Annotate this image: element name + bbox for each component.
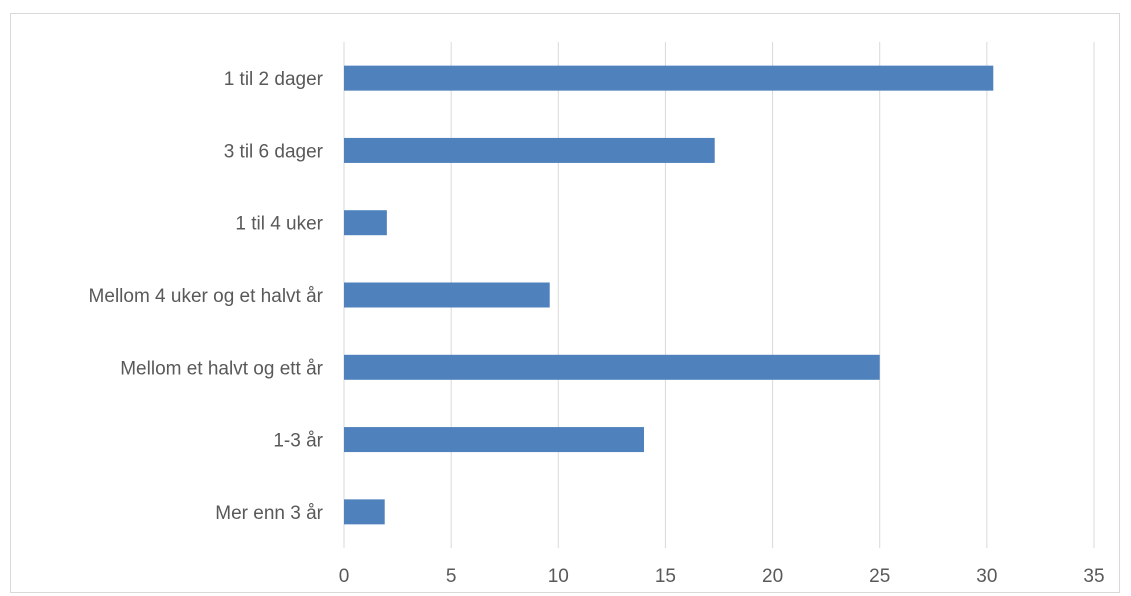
- bar: [344, 354, 880, 380]
- bar: [344, 499, 385, 525]
- x-tick-label: 5: [446, 566, 457, 587]
- tick-labels: 0 5 10 15 20 25 30 35: [339, 566, 1105, 587]
- category-label: 3 til 6 dager: [224, 141, 324, 162]
- chart-frame: [10, 13, 1120, 593]
- category-label: 1-3 år: [273, 431, 323, 452]
- x-tick-label: 35: [1083, 566, 1104, 587]
- x-tick-label: 30: [976, 566, 997, 587]
- category-label: 1 til 2 dager: [224, 69, 324, 90]
- category-label: Mellom 4 uker og et halvt år: [89, 286, 324, 307]
- bar: [344, 427, 644, 453]
- bar: [344, 282, 550, 308]
- bar: [344, 65, 994, 91]
- x-tick-label: 25: [869, 566, 890, 587]
- x-tick-label: 20: [762, 566, 783, 587]
- x-tick-label: 10: [548, 566, 569, 587]
- category-label: Mellom et halvt og ett år: [120, 358, 323, 379]
- category-labels: 1 til 2 dager 3 til 6 dager 1 til 4 uker Me…: [89, 69, 324, 524]
- category-label: Mer enn 3 år: [215, 503, 323, 524]
- bar: [344, 210, 387, 236]
- bars: [344, 65, 994, 525]
- bar: [344, 137, 715, 163]
- x-tick-label: 0: [339, 566, 350, 587]
- gridlines: [343, 42, 1095, 548]
- x-tick-label: 15: [655, 566, 676, 587]
- category-label: 1 til 4 uker: [235, 214, 323, 235]
